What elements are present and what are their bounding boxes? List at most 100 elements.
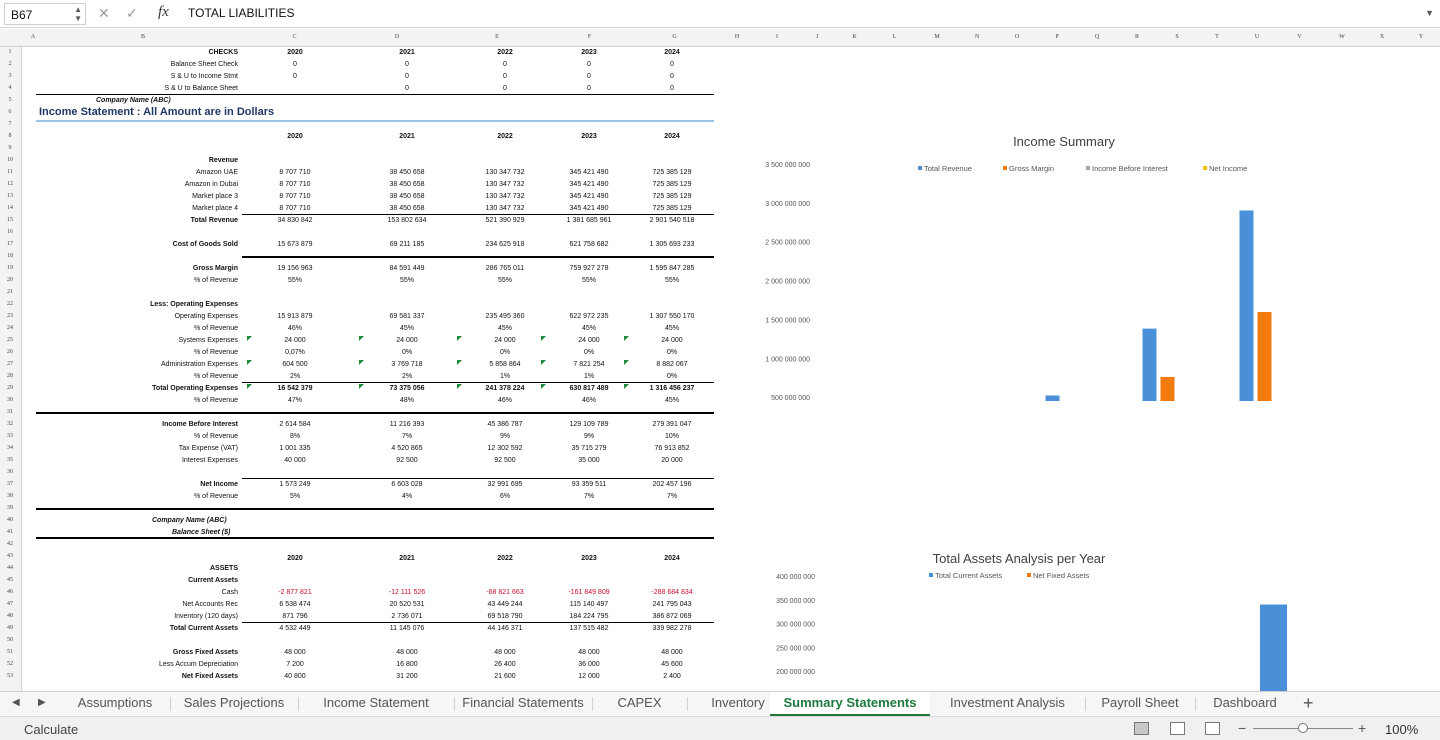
row-header-16[interactable]: 16 <box>7 229 13 235</box>
error-indicator-icon[interactable] <box>457 360 462 365</box>
column-header-n[interactable]: N <box>974 34 980 40</box>
row-header-33[interactable]: 33 <box>7 433 13 439</box>
error-indicator-icon[interactable] <box>359 360 364 365</box>
row-header-50[interactable]: 50 <box>7 637 13 643</box>
column-header-h[interactable]: H <box>734 34 740 40</box>
row-header-22[interactable]: 22 <box>7 301 13 307</box>
row-header-30[interactable]: 30 <box>7 397 13 403</box>
row-header-9[interactable]: 9 <box>8 145 12 151</box>
column-header-u[interactable]: U <box>1254 34 1260 40</box>
error-indicator-icon[interactable] <box>359 384 364 389</box>
column-header-s[interactable]: S <box>1175 34 1179 40</box>
zoom-in-icon[interactable]: + <box>1358 720 1367 736</box>
error-indicator-icon[interactable] <box>624 384 629 389</box>
column-header-i[interactable]: I <box>776 34 778 40</box>
column-header-m[interactable]: M <box>934 34 940 40</box>
error-indicator-icon[interactable] <box>247 360 252 365</box>
column-header-d[interactable]: D <box>394 34 400 40</box>
row-header-34[interactable]: 34 <box>7 445 13 451</box>
row-header-35[interactable]: 35 <box>7 457 13 463</box>
error-indicator-icon[interactable] <box>624 360 629 365</box>
row-header-51[interactable]: 51 <box>7 649 13 655</box>
row-header-17[interactable]: 17 <box>7 241 13 247</box>
row-header-2[interactable]: 2 <box>8 61 12 67</box>
tab-financial-statements[interactable]: Financial Statements <box>462 695 584 710</box>
row-header-19[interactable]: 19 <box>7 265 13 271</box>
column-header-a[interactable]: A <box>30 34 36 40</box>
row-header-12[interactable]: 12 <box>7 181 13 187</box>
row-header-13[interactable]: 13 <box>7 193 13 199</box>
row-header-8[interactable]: 8 <box>8 133 12 139</box>
add-sheet-icon[interactable]: + <box>1303 693 1314 713</box>
row-header-53[interactable]: 53 <box>7 673 13 679</box>
row-header-15[interactable]: 15 <box>7 217 13 223</box>
zoom-knob[interactable] <box>1298 723 1308 733</box>
row-header-43[interactable]: 43 <box>7 553 13 559</box>
row-header-25[interactable]: 25 <box>7 337 13 343</box>
normal-view-icon[interactable] <box>1134 722 1149 735</box>
next-sheet-icon[interactable]: ▶ <box>38 697 46 708</box>
row-header-28[interactable]: 28 <box>7 373 13 379</box>
column-header-x[interactable]: X <box>1379 34 1385 40</box>
row-header-37[interactable]: 37 <box>7 481 13 487</box>
error-indicator-icon[interactable] <box>541 360 546 365</box>
row-header-38[interactable]: 38 <box>7 493 13 499</box>
error-indicator-icon[interactable] <box>247 336 252 341</box>
row-header-44[interactable]: 44 <box>7 565 13 571</box>
tab-capex[interactable]: CAPEX <box>617 695 662 710</box>
tab-summary-statements[interactable]: Summary Statements <box>770 692 930 716</box>
row-header-47[interactable]: 47 <box>7 601 13 607</box>
formula-expand-icon[interactable]: ▼ <box>1425 8 1434 18</box>
column-header-w[interactable]: W <box>1339 34 1345 40</box>
row-header-52[interactable]: 52 <box>7 661 13 667</box>
column-header-j[interactable]: J <box>815 34 819 40</box>
row-header-27[interactable]: 27 <box>7 361 13 367</box>
column-header-l[interactable]: L <box>892 34 897 40</box>
column-header-c[interactable]: C <box>292 34 297 40</box>
name-box-stepper-icon[interactable]: ▲ ▼ <box>74 5 82 23</box>
row-header-5[interactable]: 5 <box>8 97 12 103</box>
row-header-48[interactable]: 48 <box>7 613 13 619</box>
row-header-14[interactable]: 14 <box>7 205 13 211</box>
row-header-39[interactable]: 39 <box>7 505 13 511</box>
row-header-7[interactable]: 7 <box>8 121 12 127</box>
row-header-42[interactable]: 42 <box>7 541 13 547</box>
name-box[interactable]: B67 ▲ ▼ <box>4 3 86 25</box>
error-indicator-icon[interactable] <box>624 336 629 341</box>
row-header-40[interactable]: 40 <box>7 517 13 523</box>
row-header-21[interactable]: 21 <box>7 289 13 295</box>
income-summary-chart[interactable]: Income Summary Total Revenue Gross Margin I… <box>745 131 1325 401</box>
column-header-o[interactable]: O <box>1014 34 1020 40</box>
check-icon[interactable]: ✓ <box>126 5 138 21</box>
column-header-q[interactable]: Q <box>1094 34 1100 40</box>
row-header-1[interactable]: 1 <box>8 49 12 55</box>
column-header-k[interactable]: K <box>852 34 857 40</box>
column-header-r[interactable]: R <box>1134 34 1140 40</box>
row-header-26[interactable]: 26 <box>7 349 13 355</box>
row-header-6[interactable]: 6 <box>8 109 12 115</box>
error-indicator-icon[interactable] <box>247 384 252 389</box>
row-header-10[interactable]: 10 <box>7 157 13 163</box>
column-header-f[interactable]: F <box>587 34 592 40</box>
error-indicator-icon[interactable] <box>541 336 546 341</box>
row-header-41[interactable]: 41 <box>7 529 13 535</box>
column-header-b[interactable]: B <box>140 34 146 40</box>
total-assets-chart[interactable]: Total Assets Analysis per Year Total Curr… <box>745 549 1325 691</box>
error-indicator-icon[interactable] <box>457 384 462 389</box>
page-break-icon[interactable] <box>1205 722 1220 735</box>
row-header-31[interactable]: 31 <box>7 409 13 415</box>
tab-payroll-sheet[interactable]: Payroll Sheet <box>1101 695 1179 710</box>
error-indicator-icon[interactable] <box>359 336 364 341</box>
column-header-y[interactable]: Y <box>1418 34 1424 40</box>
row-header-3[interactable]: 3 <box>8 73 12 79</box>
tab-sales-projections[interactable]: Sales Projections <box>183 695 285 710</box>
tab-investment-analysis[interactable]: Investment Analysis <box>950 695 1065 710</box>
row-header-46[interactable]: 46 <box>7 589 13 595</box>
error-indicator-icon[interactable] <box>457 336 462 341</box>
row-header-18[interactable]: 18 <box>7 253 13 259</box>
row-header-23[interactable]: 23 <box>7 313 13 319</box>
tab-income-statement[interactable]: Income Statement <box>323 695 429 710</box>
row-header-11[interactable]: 11 <box>7 169 13 175</box>
column-header-p[interactable]: P <box>1055 34 1059 40</box>
column-header-e[interactable]: E <box>495 34 499 40</box>
